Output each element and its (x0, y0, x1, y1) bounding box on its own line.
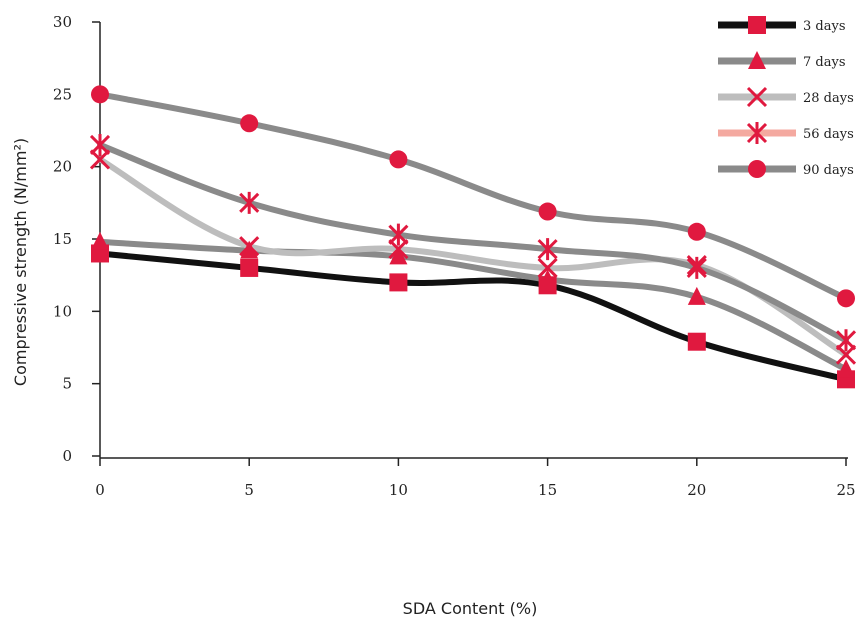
legend-marker-56-days (746, 122, 768, 144)
data-point-7-days (91, 231, 109, 250)
data-point-7-days (240, 240, 259, 259)
data-point-56-days (239, 191, 260, 214)
data-point-56-days (835, 329, 857, 352)
data-point-90-days (837, 289, 855, 308)
y-tick-label: 15 (53, 230, 72, 248)
x-tick-label: 10 (389, 481, 408, 499)
data-point-90-days (389, 150, 408, 169)
x-tick-label: 0 (95, 481, 105, 499)
legend-label-90-days: 90 days (803, 163, 854, 178)
data-point-90-days (91, 85, 109, 104)
data-point-28-days (537, 257, 558, 278)
data-point-56-days (686, 256, 707, 279)
data-point-56-days (537, 238, 558, 261)
legend-label-7-days: 7 days (803, 55, 846, 70)
legend: 3 days 7 days 28 days 56 days 90 days (718, 16, 854, 178)
y-tick-label: 30 (53, 13, 72, 31)
legend-label-56-days: 56 days (803, 127, 854, 142)
x-tick-label: 20 (687, 481, 706, 499)
data-point-90-days (538, 202, 557, 221)
data-point-90-days (687, 222, 706, 241)
data-point-28-days (388, 239, 409, 260)
x-tick-label: 25 (836, 481, 855, 499)
data-point-3-days (389, 273, 408, 292)
data-point-7-days (687, 286, 706, 305)
data-point-28-days (835, 344, 857, 365)
series-lines (97, 91, 849, 383)
legend-marker-7-days (748, 51, 766, 69)
data-point-7-days (389, 246, 408, 265)
series-line-56-days (97, 141, 849, 344)
series-line-7-days (97, 238, 849, 373)
x-axis-title: SDA Content (%) (403, 599, 538, 618)
legend-label-28-days: 28 days (803, 91, 854, 106)
data-point-3-days (687, 332, 706, 351)
data-point-3-days (240, 258, 259, 277)
data-point-90-days (240, 114, 259, 133)
data-point-28-days (89, 149, 111, 170)
series-line-90-days (97, 91, 849, 302)
legend-marker-90-days (748, 160, 766, 178)
series-line-3-days (97, 250, 849, 383)
x-tick-label: 5 (244, 481, 254, 499)
y-tick-label: 10 (53, 302, 72, 320)
data-point-56-days (89, 133, 111, 156)
y-tick-label: 20 (53, 158, 72, 176)
legend-label-3-days: 3 days (803, 19, 846, 34)
data-point-56-days (388, 223, 409, 246)
y-tick-label: 5 (62, 375, 72, 393)
tick-marks (92, 21, 847, 466)
tick-labels: 0 5 10 15 20 25 30 0 5 10 15 20 25 (53, 13, 856, 499)
y-tick-label: 25 (53, 85, 72, 103)
legend-marker-28-days (746, 86, 768, 108)
data-point-28-days (239, 236, 260, 257)
x-tick-label: 15 (538, 481, 557, 499)
y-tick-label: 0 (62, 447, 72, 465)
series-markers (89, 85, 857, 389)
legend-marker-3-days (748, 16, 766, 34)
data-point-7-days (538, 269, 557, 288)
data-point-7-days (837, 359, 855, 378)
y-axis-title: Compressive strength (N/mm²) (11, 138, 30, 386)
